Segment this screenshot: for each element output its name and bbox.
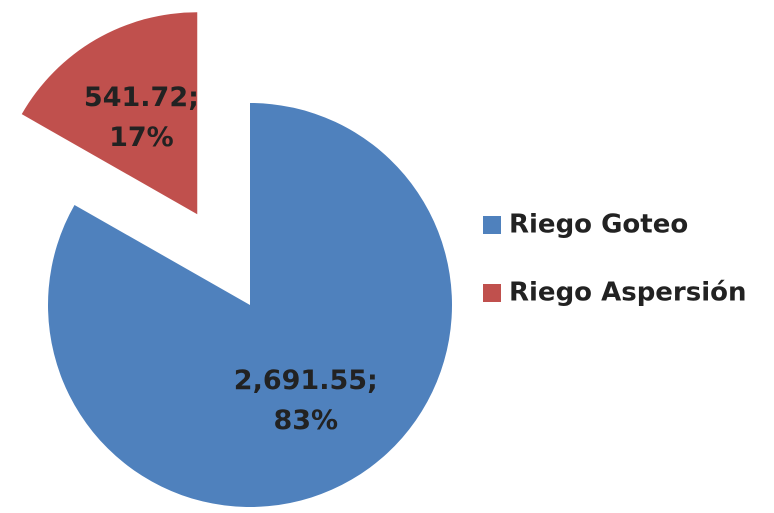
- legend-label: Riego Aspersión: [509, 278, 747, 308]
- pie-slice: [47, 103, 453, 507]
- value-label: 2,691.55;: [234, 365, 378, 396]
- value-label: 541.72;: [84, 82, 199, 113]
- pie-slice: [21, 12, 198, 215]
- legend-swatch: [483, 284, 501, 302]
- percent-label: 17%: [109, 122, 174, 153]
- data-label: 2,691.55; 83%: [234, 365, 378, 436]
- data-label: 541.72; 17%: [84, 82, 199, 153]
- legend-swatch: [483, 216, 501, 234]
- percent-label: 83%: [273, 405, 338, 436]
- legend-label: Riego Goteo: [509, 210, 688, 240]
